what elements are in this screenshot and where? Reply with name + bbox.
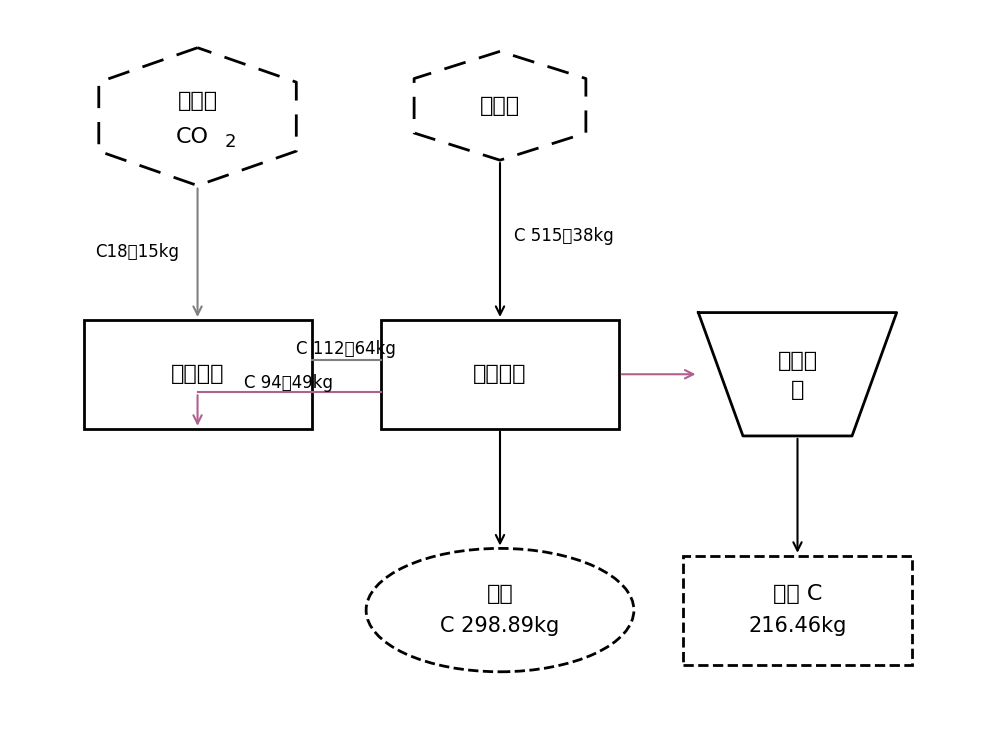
Bar [84, 320, 312, 429]
Text: 固液分: 固液分 [777, 351, 818, 371]
Text: 微藻养殖: 微藻养殖 [171, 364, 224, 385]
Text: C 515．38kg: C 515．38kg [514, 228, 613, 245]
Text: CO: CO [176, 127, 209, 147]
Text: 鲜猪粪: 鲜猪粪 [480, 95, 520, 116]
Text: C18．15kg: C18．15kg [95, 244, 179, 261]
Text: 216.46kg: 216.46kg [748, 616, 847, 636]
Text: C 94．49kg: C 94．49kg [244, 374, 333, 392]
Text: C 298.89kg: C 298.89kg [440, 616, 560, 636]
Text: 2: 2 [225, 133, 236, 151]
Text: 残渣 C: 残渣 C [773, 584, 822, 604]
Bar [683, 556, 912, 664]
Text: 空气中: 空气中 [177, 91, 218, 111]
Text: 离: 离 [791, 380, 804, 400]
Bar [381, 320, 619, 429]
Text: 氢烷发酵: 氢烷发酵 [473, 364, 527, 385]
Text: 氢烷: 氢烷 [487, 584, 513, 604]
Text: C 112．64kg: C 112．64kg [296, 340, 396, 358]
